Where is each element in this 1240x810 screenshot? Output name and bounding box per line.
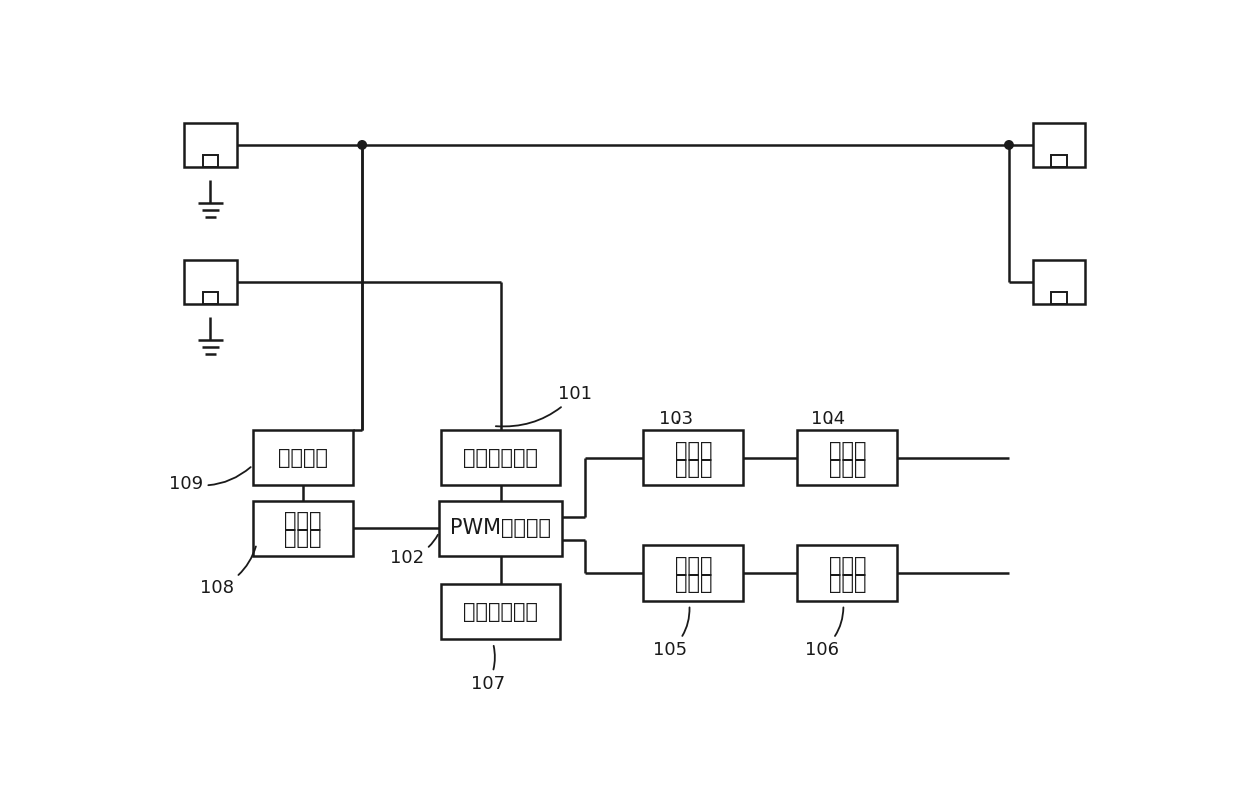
Bar [185,260,237,305]
Bar [253,501,353,556]
Text: 稳压模块: 稳压模块 [278,448,327,467]
Text: 107: 107 [471,646,505,693]
Bar [644,430,743,485]
Bar [253,430,353,485]
Text: 102: 102 [389,535,438,567]
Circle shape [358,141,366,149]
Bar [797,430,898,485]
Text: 换模块: 换模块 [284,528,321,548]
Text: 关模块: 关模块 [828,458,866,478]
Text: 关模块: 关模块 [828,573,866,593]
Text: 电压转: 电压转 [284,511,321,531]
Text: J4: J4 [200,267,222,288]
Text: J3: J3 [1048,267,1070,288]
Text: 105: 105 [653,608,689,659]
Bar [1033,260,1085,305]
Text: 大模块: 大模块 [675,458,712,478]
Text: J2: J2 [200,130,222,151]
Text: 振荡频率模块: 振荡频率模块 [464,602,538,621]
Bar [203,292,218,305]
Text: 第一放: 第一放 [675,441,712,461]
Bar [644,545,743,601]
Text: 大模块: 大模块 [675,573,712,593]
Text: 第二放: 第二放 [675,556,712,576]
Bar [1052,155,1066,168]
Text: 第二开: 第二开 [828,556,866,576]
Bar [441,430,560,485]
Text: 103: 103 [658,410,693,428]
Text: J1: J1 [1048,130,1070,151]
Text: 108: 108 [200,547,255,598]
Bar [203,155,218,168]
Bar [441,584,560,639]
Bar [439,501,563,556]
Bar [1052,292,1066,305]
Text: 106: 106 [805,608,843,659]
Text: 104: 104 [811,410,846,428]
Bar [1033,122,1085,168]
Bar [797,545,898,601]
Text: 109: 109 [169,467,250,492]
Bar [185,122,237,168]
Text: 分压滤波模块: 分压滤波模块 [464,448,538,467]
Text: 101: 101 [496,385,593,427]
Text: 第一开: 第一开 [828,441,866,461]
Text: PWM控制模块: PWM控制模块 [450,518,552,539]
Circle shape [1004,141,1013,149]
